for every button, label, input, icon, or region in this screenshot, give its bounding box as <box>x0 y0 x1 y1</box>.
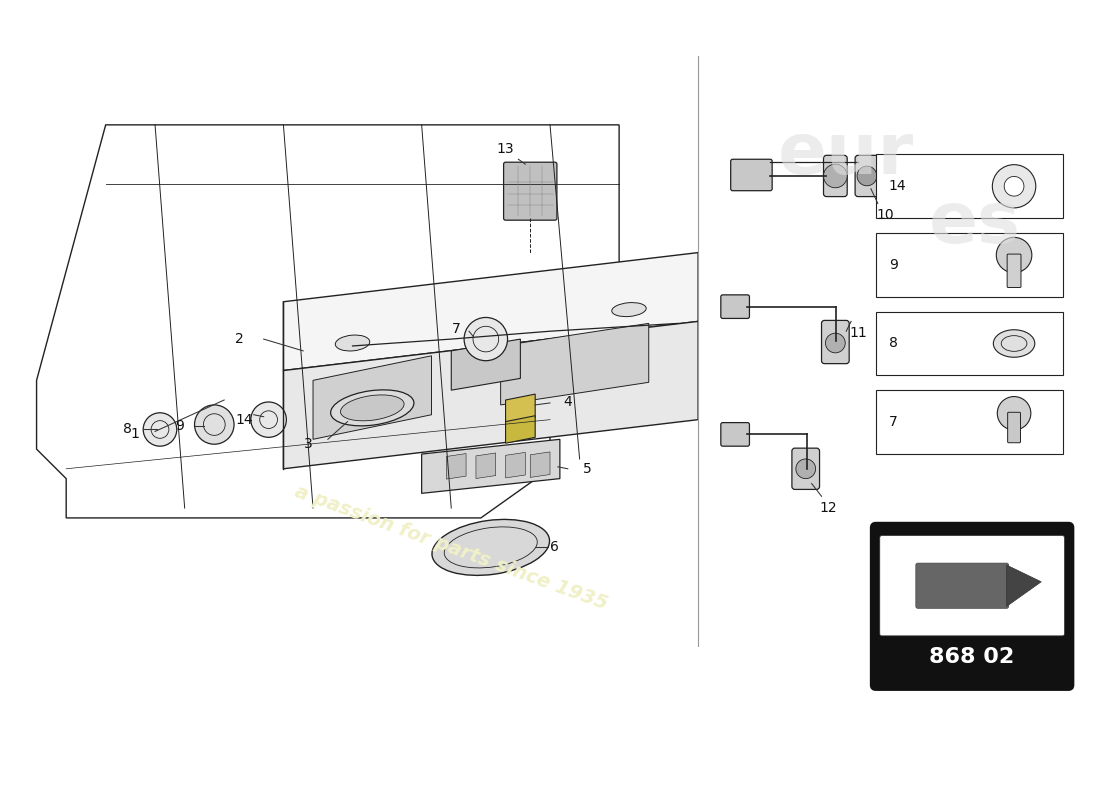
Text: 7: 7 <box>452 322 461 336</box>
Polygon shape <box>284 322 698 469</box>
Text: 9: 9 <box>175 418 184 433</box>
FancyBboxPatch shape <box>822 321 849 364</box>
Circle shape <box>857 166 877 186</box>
Polygon shape <box>506 452 526 478</box>
FancyBboxPatch shape <box>720 295 749 318</box>
FancyBboxPatch shape <box>855 155 879 197</box>
Text: es: es <box>928 189 1021 258</box>
Text: 1: 1 <box>131 427 140 442</box>
Text: 13: 13 <box>497 142 515 157</box>
Circle shape <box>796 459 815 478</box>
Text: 6: 6 <box>550 540 560 554</box>
FancyBboxPatch shape <box>824 155 847 197</box>
FancyBboxPatch shape <box>871 523 1074 690</box>
Polygon shape <box>500 323 649 405</box>
Circle shape <box>143 413 177 446</box>
Text: 10: 10 <box>877 208 894 222</box>
Ellipse shape <box>993 330 1035 358</box>
Circle shape <box>195 405 234 444</box>
Text: 14: 14 <box>889 179 906 194</box>
Ellipse shape <box>336 335 370 351</box>
FancyBboxPatch shape <box>730 159 772 190</box>
Text: a passion for parts since 1935: a passion for parts since 1935 <box>293 482 610 613</box>
Circle shape <box>464 318 507 361</box>
Text: 11: 11 <box>849 326 867 340</box>
Text: 12: 12 <box>820 501 837 515</box>
Circle shape <box>824 164 847 188</box>
Text: 5: 5 <box>583 462 592 476</box>
Polygon shape <box>284 253 698 370</box>
FancyBboxPatch shape <box>880 536 1065 636</box>
Circle shape <box>997 238 1032 273</box>
FancyBboxPatch shape <box>1008 412 1021 442</box>
FancyBboxPatch shape <box>876 154 1064 218</box>
Polygon shape <box>451 339 520 390</box>
Polygon shape <box>421 439 560 494</box>
FancyBboxPatch shape <box>720 422 749 446</box>
Polygon shape <box>530 452 550 478</box>
Ellipse shape <box>340 395 404 421</box>
Circle shape <box>1004 177 1024 196</box>
Text: 3: 3 <box>304 438 312 451</box>
Text: 14: 14 <box>235 413 253 426</box>
Circle shape <box>251 402 286 438</box>
Text: 2: 2 <box>234 332 243 346</box>
Circle shape <box>998 397 1031 430</box>
Polygon shape <box>1006 565 1042 606</box>
Polygon shape <box>447 454 466 479</box>
Text: 868 02: 868 02 <box>930 647 1014 667</box>
FancyBboxPatch shape <box>1008 254 1021 287</box>
Ellipse shape <box>612 302 646 317</box>
Text: eur: eur <box>778 120 914 189</box>
Text: 9: 9 <box>889 258 898 272</box>
FancyBboxPatch shape <box>876 311 1064 375</box>
Ellipse shape <box>331 390 414 426</box>
Text: 8: 8 <box>889 337 898 350</box>
Polygon shape <box>506 394 536 423</box>
FancyBboxPatch shape <box>792 448 820 490</box>
FancyBboxPatch shape <box>504 162 557 220</box>
Ellipse shape <box>432 519 550 575</box>
Polygon shape <box>314 356 431 439</box>
Polygon shape <box>476 453 496 478</box>
FancyBboxPatch shape <box>876 390 1064 454</box>
Polygon shape <box>506 416 536 443</box>
FancyBboxPatch shape <box>916 563 1009 608</box>
Text: 4: 4 <box>563 395 572 409</box>
Text: 7: 7 <box>889 415 898 429</box>
Circle shape <box>992 165 1036 208</box>
Circle shape <box>825 333 845 353</box>
FancyBboxPatch shape <box>876 233 1064 297</box>
Text: 8: 8 <box>123 422 132 437</box>
